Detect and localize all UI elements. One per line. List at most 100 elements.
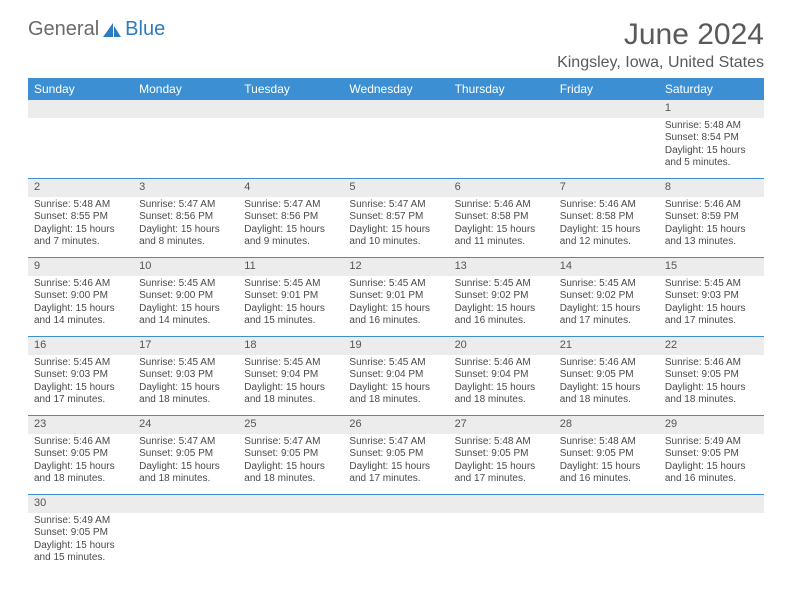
day-details: Sunrise: 5:45 AMSunset: 9:01 PMDaylight:… xyxy=(347,278,444,328)
calendar-cell: 20 Sunrise: 5:46 AMSunset: 9:04 PMDayligh… xyxy=(449,337,554,416)
day-number: 15 xyxy=(659,258,764,276)
calendar-week: 23Sunrise: 5:46 AMSunset: 9:05 PMDayligh… xyxy=(28,416,764,495)
day-details: Sunrise: 5:45 AMSunset: 9:02 PMDaylight:… xyxy=(453,278,550,328)
day-details: Sunrise: 5:49 AMSunset: 9:05 PMDaylight:… xyxy=(32,515,129,565)
day-number: 9 xyxy=(28,258,133,276)
calendar-cell: 19 Sunrise: 5:45 AMSunset: 9:04 PMDayligh… xyxy=(343,337,448,416)
day-details: Sunrise: 5:47 AMSunset: 8:56 PMDaylight:… xyxy=(242,199,339,249)
month-title: June 2024 xyxy=(557,18,764,52)
weekday-header: Friday xyxy=(554,78,659,100)
day-details: Sunrise: 5:45 AMSunset: 9:04 PMDaylight:… xyxy=(347,357,444,407)
calendar-cell: 25 Sunrise: 5:47 AMSunset: 9:05 PMDayligh… xyxy=(238,416,343,495)
day-number: 1 xyxy=(659,100,764,118)
calendar-cell: 15 Sunrise: 5:45 AMSunset: 9:03 PMDayligh… xyxy=(659,258,764,337)
day-details: Sunrise: 5:47 AMSunset: 9:05 PMDaylight:… xyxy=(242,436,339,486)
calendar-cell-empty xyxy=(28,100,133,179)
header: General Blue June 2024 Kingsley, Iowa, U… xyxy=(28,18,764,72)
day-details: Sunrise: 5:46 AMSunset: 9:04 PMDaylight:… xyxy=(453,357,550,407)
calendar-cell: 24 Sunrise: 5:47 AMSunset: 9:05 PMDayligh… xyxy=(133,416,238,495)
calendar-cell-empty xyxy=(133,495,238,574)
calendar-cell: 9 Sunrise: 5:46 AMSunset: 9:00 PMDaylight… xyxy=(28,258,133,337)
calendar-cell: 7Sunrise: 5:46 AMSunset: 8:58 PMDaylight… xyxy=(554,179,659,258)
day-number: 5 xyxy=(343,179,448,197)
calendar-cell-empty xyxy=(449,495,554,574)
calendar-cell: 16 Sunrise: 5:45 AMSunset: 9:03 PMDayligh… xyxy=(28,337,133,416)
day-number: 30 xyxy=(28,495,133,513)
logo-text-2: Blue xyxy=(125,18,165,41)
day-details: Sunrise: 5:45 AMSunset: 9:03 PMDaylight:… xyxy=(663,278,760,328)
day-number: 24 xyxy=(133,416,238,434)
day-number: 11 xyxy=(238,258,343,276)
day-details: Sunrise: 5:49 AMSunset: 9:05 PMDaylight:… xyxy=(663,436,760,486)
sail-icon xyxy=(101,21,123,39)
day-details: Sunrise: 5:45 AMSunset: 9:00 PMDaylight:… xyxy=(137,278,234,328)
calendar-week: 16Sunrise: 5:45 AMSunset: 9:03 PMDayligh… xyxy=(28,337,764,416)
day-number: 16 xyxy=(28,337,133,355)
calendar-week: 9 Sunrise: 5:46 AMSunset: 9:00 PMDaylight… xyxy=(28,258,764,337)
calendar-cell-empty xyxy=(659,495,764,574)
calendar-cell: 6Sunrise: 5:46 AMSunset: 8:58 PMDaylight… xyxy=(449,179,554,258)
day-details: Sunrise: 5:46 AMSunset: 9:05 PMDaylight:… xyxy=(558,357,655,407)
day-number: 20 xyxy=(449,337,554,355)
day-number: 18 xyxy=(238,337,343,355)
day-number: 17 xyxy=(133,337,238,355)
calendar-cell: 29 Sunrise: 5:49 AMSunset: 9:05 PMDayligh… xyxy=(659,416,764,495)
day-details: Sunrise: 5:45 AMSunset: 9:03 PMDaylight:… xyxy=(137,357,234,407)
title-block: June 2024 Kingsley, Iowa, United States xyxy=(557,18,764,72)
calendar-cell: 4 Sunrise: 5:47 AMSunset: 8:56 PMDaylight… xyxy=(238,179,343,258)
day-details: Sunrise: 5:48 AMSunset: 9:05 PMDaylight:… xyxy=(453,436,550,486)
calendar-week: 30 Sunrise: 5:49 AMSunset: 9:05 PMDayligh… xyxy=(28,495,764,574)
day-details: Sunrise: 5:46 AMSunset: 9:05 PMDaylight:… xyxy=(32,436,129,486)
day-number: 10 xyxy=(133,258,238,276)
day-details: Sunrise: 5:46 AMSunset: 8:59 PMDaylight:… xyxy=(663,199,760,249)
day-number: 2 xyxy=(28,179,133,197)
calendar-cell: 27Sunrise: 5:48 AMSunset: 9:05 PMDayligh… xyxy=(449,416,554,495)
calendar-cell-empty xyxy=(554,100,659,179)
day-number: 4 xyxy=(238,179,343,197)
day-number: 21 xyxy=(554,337,659,355)
day-number: 19 xyxy=(343,337,448,355)
calendar-cell: 10 Sunrise: 5:45 AMSunset: 9:00 PMDayligh… xyxy=(133,258,238,337)
weekday-header: Thursday xyxy=(449,78,554,100)
location: Kingsley, Iowa, United States xyxy=(557,54,764,72)
calendar-cell: 8 Sunrise: 5:46 AMSunset: 8:59 PMDaylight… xyxy=(659,179,764,258)
calendar-cell: 22Sunrise: 5:46 AMSunset: 9:05 PMDayligh… xyxy=(659,337,764,416)
day-details: Sunrise: 5:45 AMSunset: 9:04 PMDaylight:… xyxy=(242,357,339,407)
day-details: Sunrise: 5:47 AMSunset: 8:56 PMDaylight:… xyxy=(137,199,234,249)
day-number: 29 xyxy=(659,416,764,434)
calendar-week: 1Sunrise: 5:48 AMSunset: 8:54 PMDaylight… xyxy=(28,100,764,179)
calendar-cell: 2 Sunrise: 5:48 AMSunset: 8:55 PMDaylight… xyxy=(28,179,133,258)
calendar-cell: 12Sunrise: 5:45 AMSunset: 9:01 PMDayligh… xyxy=(343,258,448,337)
day-details: Sunrise: 5:47 AMSunset: 9:05 PMDaylight:… xyxy=(137,436,234,486)
day-details: Sunrise: 5:46 AMSunset: 9:00 PMDaylight:… xyxy=(32,278,129,328)
calendar-cell: 3 Sunrise: 5:47 AMSunset: 8:56 PMDaylight… xyxy=(133,179,238,258)
day-details: Sunrise: 5:48 AMSunset: 8:55 PMDaylight:… xyxy=(32,199,129,249)
calendar-cell: 26Sunrise: 5:47 AMSunset: 9:05 PMDayligh… xyxy=(343,416,448,495)
calendar-cell-empty xyxy=(449,100,554,179)
day-number: 25 xyxy=(238,416,343,434)
day-details: Sunrise: 5:48 AMSunset: 9:05 PMDaylight:… xyxy=(558,436,655,486)
calendar-cell: 18 Sunrise: 5:45 AMSunset: 9:04 PMDayligh… xyxy=(238,337,343,416)
day-number: 13 xyxy=(449,258,554,276)
calendar-cell-empty xyxy=(238,100,343,179)
day-details: Sunrise: 5:45 AMSunset: 9:03 PMDaylight:… xyxy=(32,357,129,407)
day-details: Sunrise: 5:47 AMSunset: 8:57 PMDaylight:… xyxy=(347,199,444,249)
day-number: 3 xyxy=(133,179,238,197)
day-details: Sunrise: 5:47 AMSunset: 9:05 PMDaylight:… xyxy=(347,436,444,486)
logo-text-1: General xyxy=(28,18,99,41)
calendar-cell: 5 Sunrise: 5:47 AMSunset: 8:57 PMDaylight… xyxy=(343,179,448,258)
logo: General Blue xyxy=(28,18,165,41)
calendar-cell: 11 Sunrise: 5:45 AMSunset: 9:01 PMDayligh… xyxy=(238,258,343,337)
day-number: 22 xyxy=(659,337,764,355)
calendar-cell: 17 Sunrise: 5:45 AMSunset: 9:03 PMDayligh… xyxy=(133,337,238,416)
weekday-header: Sunday xyxy=(28,78,133,100)
day-number: 8 xyxy=(659,179,764,197)
day-number: 6 xyxy=(449,179,554,197)
calendar-table: SundayMondayTuesdayWednesdayThursdayFrid… xyxy=(28,78,764,573)
calendar-cell: 21 Sunrise: 5:46 AMSunset: 9:05 PMDayligh… xyxy=(554,337,659,416)
calendar-cell: 14Sunrise: 5:45 AMSunset: 9:02 PMDayligh… xyxy=(554,258,659,337)
weekday-header: Saturday xyxy=(659,78,764,100)
calendar-cell: 30 Sunrise: 5:49 AMSunset: 9:05 PMDayligh… xyxy=(28,495,133,574)
day-details: Sunrise: 5:45 AMSunset: 9:01 PMDaylight:… xyxy=(242,278,339,328)
weekday-header: Monday xyxy=(133,78,238,100)
